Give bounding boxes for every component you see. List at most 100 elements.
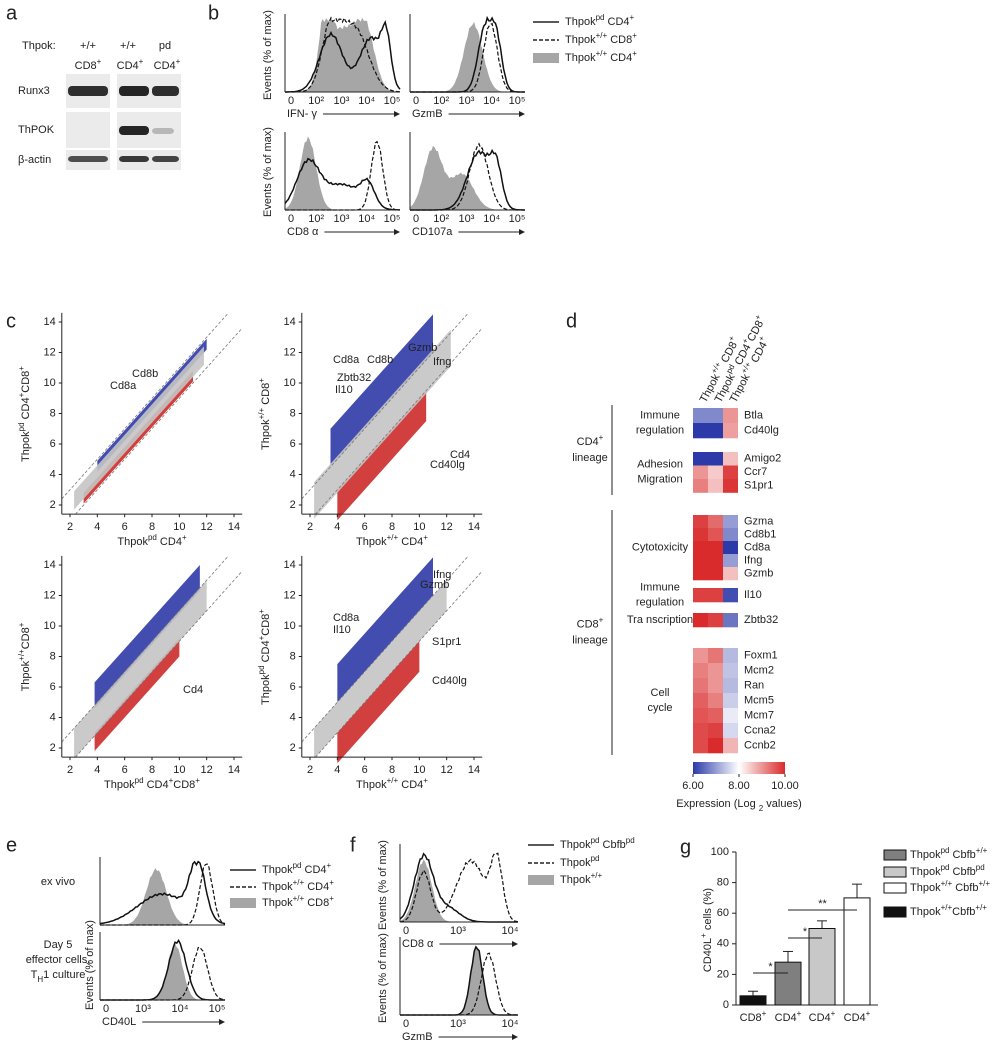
y-axis-label: Thpok+/+CD8+ [17, 622, 32, 691]
row-header: Thpok: [22, 40, 56, 52]
text-part: + [831, 1009, 836, 1018]
y-tick-label: 2 [50, 499, 56, 511]
tick-label: 10⁵ [384, 213, 401, 225]
panel-label: a [6, 2, 18, 24]
x-tick-label: 14 [468, 764, 480, 776]
text-part: + [599, 615, 604, 624]
text-part: + [866, 1009, 871, 1018]
text-part: values) [763, 798, 802, 810]
heatmap-cell [723, 554, 738, 568]
tick-label: 0 [413, 213, 419, 225]
gene-label: S1pr1 [432, 636, 461, 648]
gene-label: Cd8b [367, 354, 393, 366]
panel-label: g [680, 836, 691, 858]
text-part: + [195, 776, 200, 785]
colorbar [693, 762, 785, 774]
blot-label: ThPOK [18, 124, 55, 136]
group-label: regulation [636, 596, 684, 608]
legend-text: Thpok+/+Cbfb+/+ [910, 903, 987, 918]
tick-label: 10³ [334, 213, 350, 225]
text-part: CD4 [844, 1012, 866, 1024]
heatmap-cell [693, 465, 708, 480]
axis-label: CD8 α [287, 226, 319, 238]
text-part: CD4 [398, 536, 423, 548]
text-part: pd [135, 776, 144, 785]
heatmap-cell [708, 663, 723, 679]
legend-swatch [528, 875, 554, 885]
gene-label: Cd8a [333, 612, 360, 624]
axis-label: CD107a [412, 226, 453, 238]
axis-label: GzmB [402, 1031, 433, 1043]
gene-label: Mcm5 [744, 694, 774, 706]
y-tick-label: 8 [290, 407, 296, 419]
y-tick-label: 10 [284, 620, 296, 632]
x-tick-label: 2 [67, 521, 73, 533]
text-part: pd [941, 846, 950, 855]
text-part: + [182, 533, 187, 542]
significance-mark: ** [818, 898, 827, 910]
legend-text: Thpok+/+ CD4+ [565, 49, 637, 64]
legend-text: Thpokpd CD4+ [262, 861, 332, 876]
text-part: +/+ [17, 649, 26, 661]
y-tick-label: 2 [290, 499, 296, 511]
diagonal-guide [61, 312, 229, 500]
arrow-head [512, 941, 518, 947]
panel-label: c [6, 310, 16, 332]
x-tick-label: 2 [307, 521, 313, 533]
genotype: +/+ [80, 40, 96, 52]
y-tick-label: 8 [50, 650, 56, 662]
gene-label: Il10 [744, 589, 762, 601]
legend-swatch [230, 898, 256, 908]
gene-label: Cd8a [110, 380, 137, 392]
y-tick-label: 14 [44, 316, 56, 328]
text-part: +/+ [387, 776, 399, 785]
group-label: Migration [637, 474, 682, 486]
tick-label: 10⁵ [509, 95, 526, 107]
x-tick-label: 14 [468, 521, 480, 533]
heatmap-cell [708, 678, 723, 694]
heatmap-cell [708, 648, 723, 664]
heatmap-cell [708, 613, 723, 628]
legend-text: Thpokpd Cbfb+/+ [910, 846, 988, 861]
gel [66, 112, 110, 148]
text-part: H [37, 975, 43, 984]
text-part: + [176, 57, 181, 66]
text-part: CD8 [20, 371, 32, 393]
y-tick-label: 10 [284, 377, 296, 389]
tick-label: 10⁴ [358, 213, 375, 225]
legend-text: Thpokpd Cbfbpd [910, 863, 985, 878]
text-part: + [327, 861, 332, 870]
gene-label: Ifng [744, 554, 762, 566]
text-part: CD8 [20, 627, 32, 649]
group-label: regulation [636, 424, 684, 436]
condition-label: Day 5 [44, 939, 73, 951]
gene-label: Ifng [433, 356, 451, 368]
legend-swatch [883, 849, 907, 861]
text-part: +/+ [941, 903, 953, 912]
histogram-curve [400, 952, 518, 1016]
heatmap-cell [708, 479, 723, 493]
heatmap-cell [723, 588, 738, 603]
x-tick-label: 8 [389, 521, 395, 533]
text-part: CD4 [607, 52, 632, 64]
heatmap-cell [708, 588, 723, 603]
lineage-label: lineage [572, 452, 607, 464]
text-part: CD4 [144, 779, 169, 791]
arrow-head [512, 1034, 518, 1040]
heatmap-cell [708, 554, 723, 568]
heatmap-cell [693, 648, 708, 664]
text-part: Cbfb [949, 866, 975, 878]
text-part: CD8 [173, 779, 195, 791]
text-part: CD4 [260, 640, 272, 665]
histogram-fill [410, 21, 525, 92]
text-part: CD4 [304, 881, 329, 893]
text-part: + [257, 609, 266, 614]
point-cloud [74, 580, 207, 759]
text-part: Thpok [910, 849, 941, 861]
heatmap-cell [708, 541, 723, 555]
heatmap-cell [693, 588, 708, 603]
x-tick-label: CD4+ [844, 1009, 871, 1024]
text-part: Thpok [356, 779, 387, 791]
text-part: pd [591, 836, 600, 845]
